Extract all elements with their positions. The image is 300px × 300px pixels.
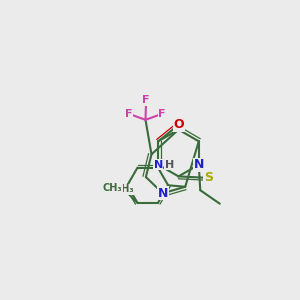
Text: O: O: [173, 118, 184, 131]
Text: CH₃: CH₃: [114, 184, 134, 194]
Text: F: F: [125, 109, 133, 119]
Text: S: S: [204, 171, 213, 184]
Text: CH₃: CH₃: [103, 183, 122, 193]
Text: N: N: [154, 160, 163, 170]
Text: H: H: [165, 160, 174, 170]
Text: N: N: [194, 158, 204, 171]
Text: F: F: [142, 95, 150, 105]
Text: N: N: [158, 187, 168, 200]
Text: F: F: [158, 109, 166, 119]
